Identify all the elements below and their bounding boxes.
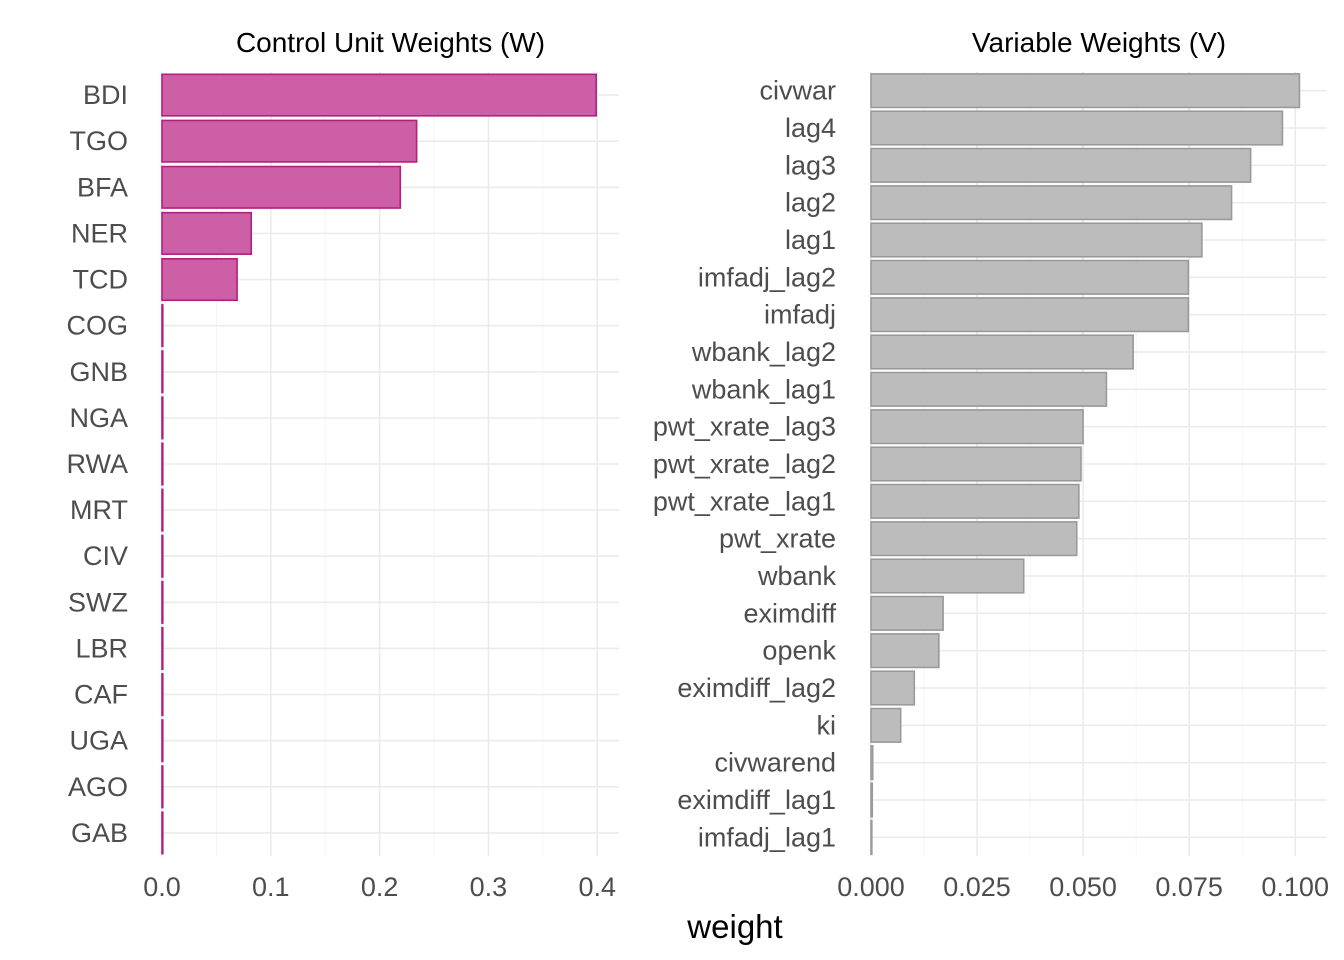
left-category-label-mrt: MRT: [70, 495, 128, 525]
right-category-label-imfadj-lag2: imfadj_lag2: [698, 262, 836, 292]
right-category-label-eximdiff-lag1: eximdiff_lag1: [677, 785, 836, 815]
right-bars: [870, 73, 1301, 855]
left-category-label-ago: AGO: [68, 772, 128, 802]
right-category-label-imfadj-lag1: imfadj_lag1: [698, 822, 836, 852]
right-bar-pwt-xrate: [870, 521, 1078, 557]
right-category-label-lag3: lag3: [785, 150, 836, 180]
left-category-label-gab: GAB: [71, 818, 128, 848]
left-category-label-cog: COG: [66, 311, 128, 341]
right-category-label-civwar: civwar: [759, 76, 836, 106]
right-category-label-lag1: lag1: [785, 225, 836, 255]
right-bar-wbank: [870, 558, 1025, 594]
left-bar-lbr: [161, 626, 164, 671]
right-tick-label: 0.075: [1155, 872, 1223, 902]
control-unit-weights-panel: BDI TGO BFA NER TCD COG GNB NGA RWA MRT CIV SWZ LBR C…: [66, 27, 619, 902]
right-bar-ki: [870, 707, 902, 743]
right-bar-eximdiff-lag2: [870, 670, 916, 706]
left-category-label-tgo: TGO: [70, 126, 129, 156]
right-category-label-eximdiff-lag2: eximdiff_lag2: [677, 673, 836, 703]
right-category-label-pwt-xrate: pwt_xrate: [719, 524, 836, 554]
right-category-label-civwarend: civwarend: [714, 748, 836, 778]
left-category-label-swz: SWZ: [68, 587, 128, 617]
left-tick-label: 0.4: [578, 872, 616, 902]
left-bar-bfa: [161, 165, 402, 209]
right-bar-lag2: [870, 185, 1233, 221]
left-category-label-tcd: TCD: [73, 265, 129, 295]
left-bar-gnb: [161, 350, 164, 394]
right-bar-eximdiff: [870, 595, 944, 631]
left-bar-rwa: [161, 442, 164, 486]
right-category-label-pwt-xrate-lag2: pwt_xrate_lag2: [653, 449, 836, 479]
right-bar-imfadj: [870, 297, 1190, 333]
right-category-label-lag4: lag4: [785, 113, 836, 143]
left-bar-nga: [161, 396, 164, 440]
right-bar-wbank-lag1: [870, 371, 1108, 407]
right-bar-wbank-lag2: [870, 334, 1134, 370]
right-tick-labels: 0.000 0.025 0.050 0.075 0.100: [837, 872, 1329, 902]
right-category-label-ki: ki: [817, 710, 837, 740]
right-category-label-openk: openk: [762, 636, 836, 666]
right-bar-openk: [870, 633, 940, 669]
right-panel-title: Variable Weights (V): [972, 27, 1226, 58]
right-bar-eximdiff-lag1: [870, 782, 874, 818]
left-category-label-rwa: RWA: [66, 449, 128, 479]
right-bar-imfadj-lag2: [870, 259, 1190, 295]
left-bar-mrt: [161, 488, 164, 532]
left-category-label-uga: UGA: [69, 726, 128, 756]
left-bar-caf: [161, 673, 164, 717]
right-bar-lag4: [870, 110, 1284, 146]
right-category-label-pwt-xrate-lag3: pwt_xrate_lag3: [653, 412, 836, 442]
right-category-label-imfadj: imfadj: [764, 300, 836, 330]
left-bar-uga: [161, 719, 164, 763]
right-category-label-pwt-xrate-lag1: pwt_xrate_lag1: [653, 486, 836, 516]
right-category-label-wbank: wbank: [757, 561, 837, 591]
left-tick-labels: 0.0 0.1 0.2 0.3 0.4: [143, 872, 616, 902]
left-bar-tcd: [161, 257, 238, 302]
left-bar-cog: [161, 304, 164, 348]
left-bar-gab: [161, 811, 164, 855]
right-category-label-eximdiff: eximdiff: [743, 598, 836, 628]
left-category-label-bdi: BDI: [83, 80, 128, 110]
left-bar-ner: [161, 211, 253, 255]
right-category-label-wbank-lag1: wbank_lag1: [691, 374, 836, 404]
right-bar-imfadj-lag1: [870, 819, 873, 855]
left-tick-label: 0.1: [252, 872, 290, 902]
right-bar-pwt-xrate-lag1: [870, 483, 1080, 519]
left-bar-tgo: [161, 119, 418, 163]
right-bar-civwar: [870, 73, 1301, 109]
right-bar-lag3: [870, 147, 1252, 183]
left-bar-ago: [161, 765, 164, 809]
left-bars: [161, 73, 597, 855]
left-bar-bdi: [161, 73, 597, 117]
left-category-label-gnb: GNB: [69, 357, 128, 387]
left-category-label-caf: CAF: [74, 680, 128, 710]
right-tick-label: 0.000: [837, 872, 905, 902]
right-bar-pwt-xrate-lag2: [870, 446, 1082, 482]
left-bar-civ: [161, 534, 164, 578]
right-bar-civwarend: [870, 745, 874, 781]
left-tick-label: 0.2: [361, 872, 399, 902]
left-bar-swz: [161, 580, 164, 624]
left-tick-label: 0.3: [470, 872, 508, 902]
left-category-label-civ: CIV: [83, 541, 128, 571]
left-panel-title: Control Unit Weights (W): [236, 27, 545, 58]
left-category-label-ner: NER: [71, 218, 128, 248]
right-bar-lag1: [870, 222, 1203, 258]
x-axis-title: weight: [686, 908, 782, 945]
right-category-label-wbank-lag2: wbank_lag2: [691, 337, 836, 367]
left-category-label-nga: NGA: [69, 403, 128, 433]
left-category-label-bfa: BFA: [77, 172, 128, 202]
right-tick-label: 0.025: [943, 872, 1011, 902]
right-tick-label: 0.100: [1261, 872, 1329, 902]
left-tick-label: 0.0: [143, 872, 181, 902]
right-category-label-lag2: lag2: [785, 188, 836, 218]
left-category-label-lbr: LBR: [75, 633, 128, 663]
right-bar-pwt-xrate-lag3: [870, 409, 1084, 445]
left-category-labels: BDI TGO BFA NER TCD COG GNB NGA RWA MRT CIV SWZ LBR C…: [66, 80, 128, 848]
right-tick-label: 0.050: [1049, 872, 1117, 902]
